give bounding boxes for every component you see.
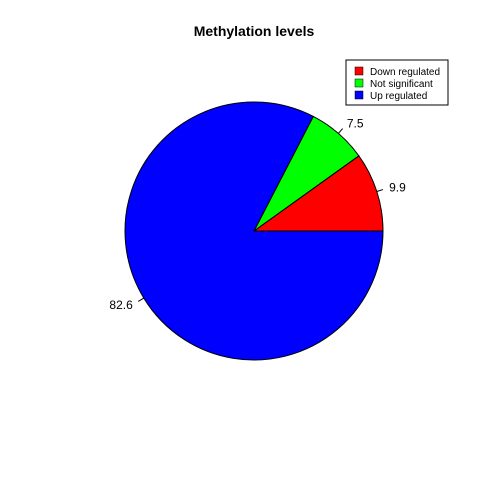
pie-slices xyxy=(125,102,383,360)
legend-label: Down regulated xyxy=(370,67,440,78)
slice-label-tick xyxy=(138,298,144,301)
slice-value-label: 9.9 xyxy=(389,181,406,195)
legend-swatch xyxy=(355,91,363,99)
slice-label-tick xyxy=(338,129,342,134)
legend-swatch xyxy=(355,67,363,75)
legend-label: Not significant xyxy=(370,79,433,90)
slice-label-tick xyxy=(377,190,383,192)
slice-value-label: 7.5 xyxy=(347,117,364,131)
chart-title: Methylation levels xyxy=(194,23,315,39)
legend-swatch xyxy=(355,79,363,87)
legend-label: Up regulated xyxy=(370,91,427,102)
slice-value-label: 82.6 xyxy=(109,298,133,312)
